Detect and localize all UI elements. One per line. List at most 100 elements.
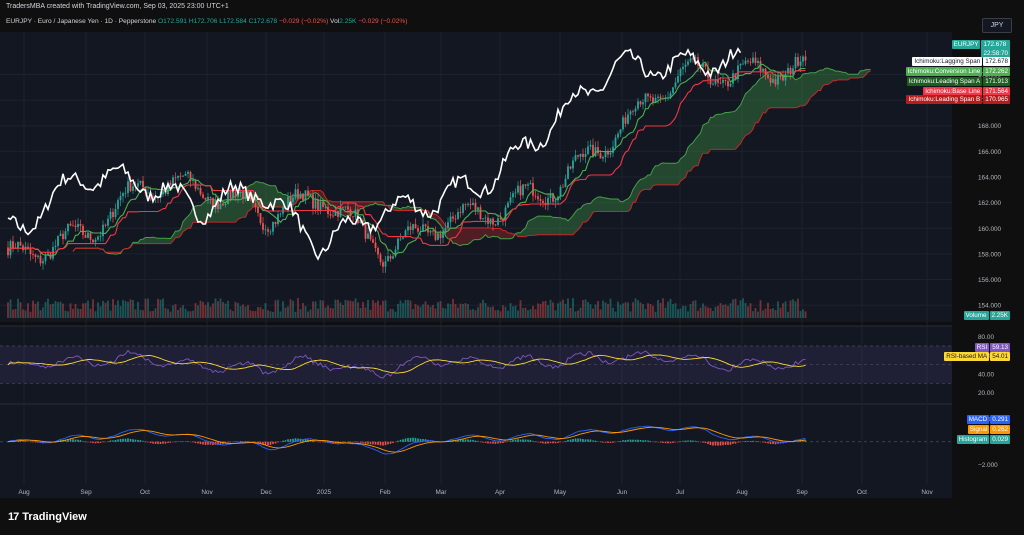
candle-body (622, 117, 624, 130)
volume-bar (502, 305, 504, 318)
open-value: O172.591 (158, 18, 187, 25)
volume-bar (562, 299, 564, 318)
candle-body (659, 96, 662, 99)
rsi-tick-label: 40.00 (978, 372, 994, 379)
volume-bar (472, 309, 474, 318)
histogram-bar (502, 441, 504, 444)
candle-body (624, 117, 627, 124)
histogram-bar (137, 439, 139, 442)
change-value: −0.029 (−0.02%) (279, 18, 329, 25)
histogram-bar (387, 441, 389, 445)
candle-body (347, 206, 349, 210)
candle-body (247, 191, 249, 196)
histogram-bar (57, 440, 59, 442)
histogram-bar (547, 441, 549, 444)
cloud-segment (610, 199, 613, 212)
volume-bar (207, 302, 209, 318)
histogram-bar (712, 441, 714, 446)
volume-bar (757, 311, 759, 318)
cloud-segment (318, 190, 321, 197)
cloud-segment (583, 204, 586, 223)
cloud-segment (793, 77, 796, 108)
cloud-segment (728, 112, 731, 150)
candle-body (584, 153, 587, 157)
histogram-bar (267, 441, 269, 446)
volume-bar (259, 307, 262, 318)
candle-body (377, 248, 379, 255)
currency-button[interactable]: JPY (982, 18, 1012, 33)
macd-tag: MACD 0.291 (966, 415, 1010, 424)
rsi-pane (0, 326, 952, 408)
cloud-segment (718, 114, 721, 150)
candle-body (484, 217, 487, 219)
symbol-title[interactable]: EURJPY · Euro / Japanese Yen · 1D · Pepp… (6, 18, 157, 25)
cloud-segment (633, 185, 636, 203)
candle-body (612, 146, 614, 153)
volume-bar (54, 301, 57, 318)
candle-body (569, 166, 572, 169)
candle-body (259, 213, 262, 224)
histogram-bar (664, 441, 667, 444)
candle-body (507, 202, 509, 208)
histogram-bar (34, 441, 37, 443)
volume-bar (189, 311, 192, 318)
rsi-line (7, 349, 806, 379)
candle-body (642, 102, 644, 105)
histogram-bar (467, 439, 469, 442)
cloud-segment (578, 208, 581, 230)
histogram-bar (584, 439, 587, 442)
cloud-segment (598, 196, 601, 212)
volume-bar (487, 306, 489, 318)
cloud-segment (473, 227, 476, 241)
histogram-bar (672, 441, 674, 443)
volume-bar (184, 308, 187, 318)
x-tick-label: Feb (379, 489, 390, 496)
candle-body (294, 189, 297, 198)
candle-body (112, 211, 114, 218)
volume-bar (729, 303, 732, 318)
histogram-bar (417, 438, 419, 442)
candle-body (189, 171, 192, 181)
cloud-segment (668, 163, 671, 185)
candle-body (739, 64, 742, 66)
cloud-segment (820, 70, 823, 91)
candle-body (39, 255, 42, 264)
candle-body (399, 238, 402, 240)
volume-bar (439, 301, 442, 318)
cloud-segment (183, 218, 186, 232)
x-tick-label: Mar (435, 489, 447, 496)
candle-body (224, 204, 227, 206)
cloud-segment (623, 199, 626, 212)
histogram-bar (324, 441, 327, 443)
y-tick-label: 162.000 (978, 200, 1002, 207)
candle-body (319, 201, 322, 211)
volume-bar (652, 305, 654, 318)
candle-body (644, 93, 647, 103)
cloud-segment (220, 200, 223, 223)
brand-name: TradingView (22, 511, 87, 523)
histogram-bar (299, 438, 302, 442)
candle-body (124, 192, 127, 194)
candle-body (67, 223, 69, 232)
histogram-bar (89, 441, 92, 443)
cloud-segment (748, 89, 751, 135)
histogram-bar (347, 441, 349, 443)
cloud-segment (263, 182, 266, 208)
volume-bar (539, 303, 542, 318)
candle-body (362, 220, 364, 223)
histogram-bar (189, 441, 192, 443)
volume-tag-label: Volume (963, 311, 989, 320)
candle-body (542, 200, 544, 203)
cloud-segment (410, 207, 413, 211)
histogram-bar (557, 441, 559, 443)
histogram-bar (32, 441, 34, 443)
histogram-bar (617, 441, 619, 443)
chart-svg[interactable]: Aug Sep Oct Nov Dec 2025 Feb Mar Apr May Jun Jul Aug… (0, 0, 1024, 505)
cloud-segment (235, 192, 238, 223)
histogram-bar (357, 441, 359, 443)
y-tick-label: 168.000 (978, 123, 1002, 130)
histogram-bar (162, 441, 164, 444)
candle-body (339, 206, 342, 217)
candle-body (529, 183, 532, 185)
candle-body (752, 57, 754, 63)
